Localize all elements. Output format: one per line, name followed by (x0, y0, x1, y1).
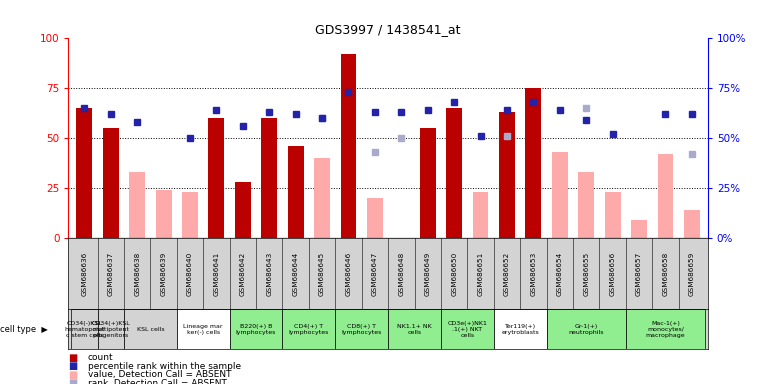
Bar (182, 192, 198, 238)
Bar (420, 128, 435, 238)
Bar (156, 190, 171, 238)
Text: GSM686647: GSM686647 (372, 252, 378, 296)
Bar (631, 220, 647, 238)
Text: KSL cells: KSL cells (136, 327, 164, 332)
Text: percentile rank within the sample: percentile rank within the sample (88, 362, 240, 371)
Bar (261, 118, 277, 238)
Bar (552, 152, 568, 238)
Bar (578, 172, 594, 238)
Bar (76, 108, 92, 238)
Text: rank, Detection Call = ABSENT: rank, Detection Call = ABSENT (88, 379, 226, 384)
Text: ■: ■ (68, 378, 78, 384)
Text: CD8(+) T
lymphocytes: CD8(+) T lymphocytes (342, 324, 382, 335)
Bar (525, 88, 541, 238)
Bar (97, 309, 124, 349)
Bar (684, 210, 700, 238)
Bar (473, 192, 489, 238)
Text: GSM686639: GSM686639 (161, 252, 167, 296)
Bar (124, 309, 177, 349)
Text: GSM686650: GSM686650 (451, 252, 457, 296)
Text: CD4(+) T
lymphocytes: CD4(+) T lymphocytes (288, 324, 329, 335)
Bar (441, 309, 494, 349)
Text: GSM686648: GSM686648 (398, 252, 404, 296)
Bar (261, 118, 277, 238)
Bar (71, 309, 97, 349)
Text: GSM686659: GSM686659 (689, 252, 695, 296)
Text: value, Detection Call = ABSENT: value, Detection Call = ABSENT (88, 370, 231, 379)
Text: B220(+) B
lymphocytes: B220(+) B lymphocytes (236, 324, 276, 335)
Text: GSM686640: GSM686640 (187, 252, 193, 296)
Text: GSM686637: GSM686637 (108, 252, 113, 296)
Bar (626, 309, 705, 349)
Bar (177, 309, 230, 349)
Text: GSM686653: GSM686653 (530, 252, 537, 296)
Text: GSM686656: GSM686656 (610, 252, 616, 296)
Text: GSM686643: GSM686643 (266, 252, 272, 296)
Text: CD3e(+)NK1
.1(+) NKT
cells: CD3e(+)NK1 .1(+) NKT cells (447, 321, 487, 338)
Text: GSM686645: GSM686645 (319, 252, 325, 296)
Bar (546, 309, 626, 349)
Text: GSM686657: GSM686657 (636, 252, 642, 296)
Text: GSM686654: GSM686654 (557, 252, 563, 296)
Bar (367, 198, 383, 238)
Bar (446, 108, 462, 238)
Text: GSM686655: GSM686655 (583, 252, 589, 296)
Bar (314, 158, 330, 238)
Text: Gr-1(+)
neutrophils: Gr-1(+) neutrophils (568, 324, 604, 335)
Bar (658, 154, 673, 238)
Text: GSM686652: GSM686652 (504, 252, 510, 296)
Title: GDS3997 / 1438541_at: GDS3997 / 1438541_at (315, 23, 461, 36)
Bar (388, 309, 441, 349)
Bar (499, 112, 515, 238)
Text: GSM686638: GSM686638 (134, 252, 140, 296)
Text: ■: ■ (68, 370, 78, 380)
Text: cell type  ▶: cell type ▶ (0, 325, 48, 334)
Text: NK1.1+ NK
cells: NK1.1+ NK cells (397, 324, 432, 335)
Text: GSM686644: GSM686644 (293, 252, 298, 296)
Bar (282, 309, 336, 349)
Text: ■: ■ (68, 353, 78, 363)
Bar (341, 55, 356, 238)
Bar (103, 128, 119, 238)
Text: Mac-1(+)
monocytes/
macrophage: Mac-1(+) monocytes/ macrophage (645, 321, 685, 338)
Text: CD34(-)KSL
hematopoiet
c stem cells: CD34(-)KSL hematopoiet c stem cells (64, 321, 104, 338)
Text: GSM686649: GSM686649 (425, 252, 431, 296)
Text: CD34(+)KSL
multipotent
progenitors: CD34(+)KSL multipotent progenitors (91, 321, 130, 338)
Text: GSM686636: GSM686636 (81, 252, 88, 296)
Bar (209, 118, 224, 238)
Bar (129, 172, 145, 238)
Text: GSM686642: GSM686642 (240, 252, 246, 296)
Text: GSM686641: GSM686641 (213, 252, 219, 296)
Bar (336, 309, 388, 349)
Bar (103, 168, 119, 238)
Bar (235, 182, 251, 238)
Text: count: count (88, 353, 113, 362)
Text: Ter119(+)
erytroblasts: Ter119(+) erytroblasts (501, 324, 539, 335)
Text: Lineage mar
ker(-) cells: Lineage mar ker(-) cells (183, 324, 223, 335)
Bar (230, 309, 282, 349)
Text: GSM686646: GSM686646 (345, 252, 352, 296)
Bar (288, 146, 304, 238)
Text: GSM686658: GSM686658 (663, 252, 668, 296)
Text: ■: ■ (68, 361, 78, 371)
Text: GSM686651: GSM686651 (478, 252, 483, 296)
Bar (494, 309, 546, 349)
Bar (605, 192, 620, 238)
